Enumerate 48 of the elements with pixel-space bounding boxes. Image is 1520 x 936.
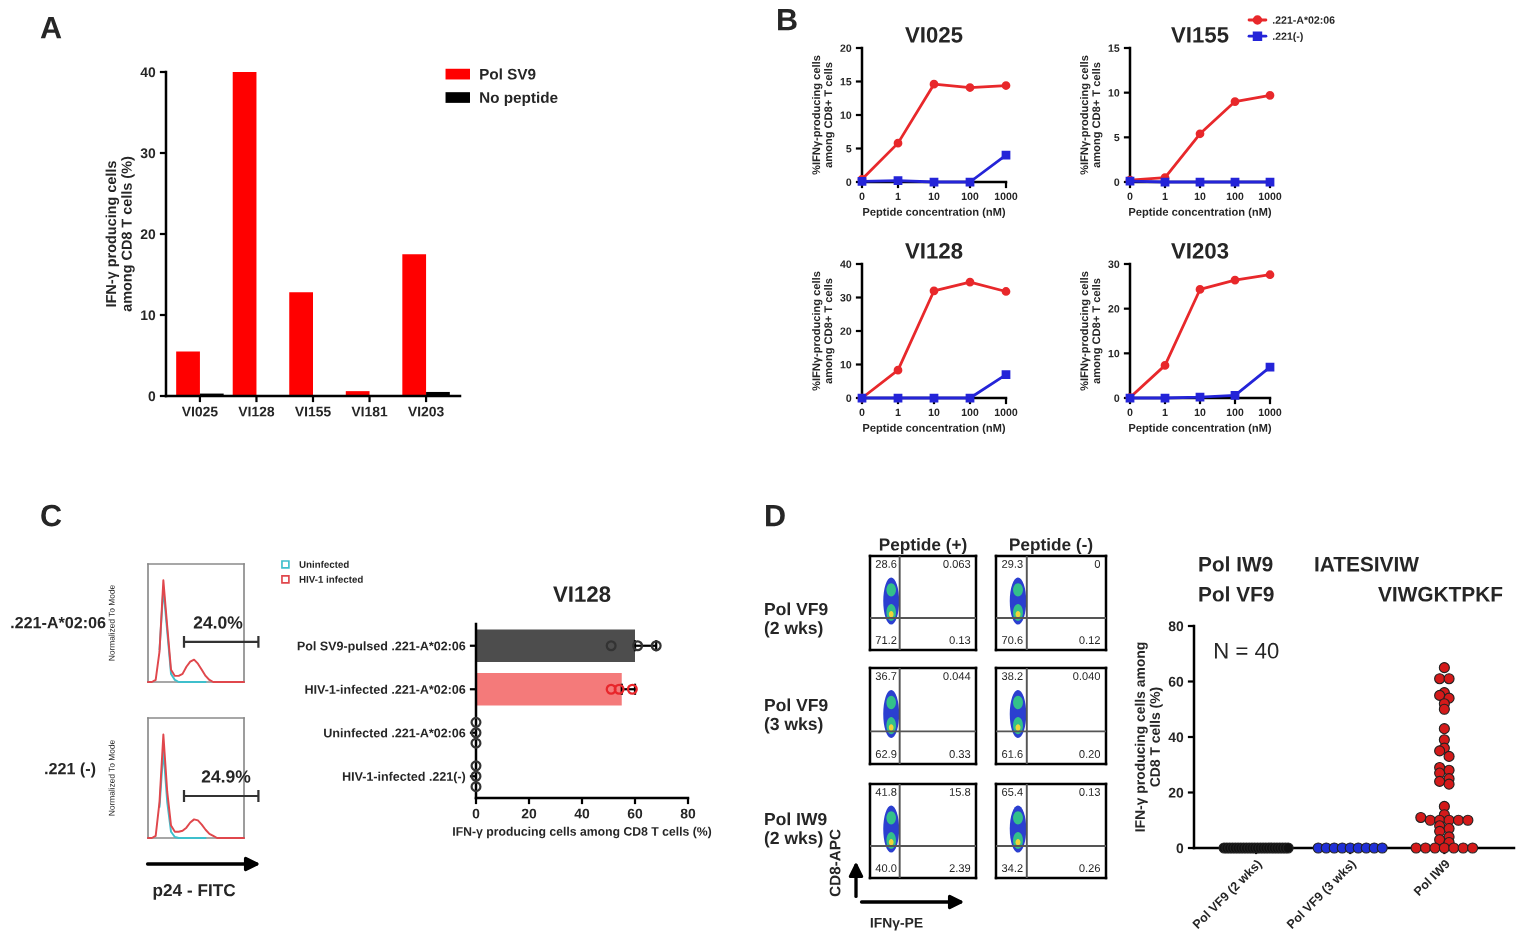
text: .221-A*02:06 (11, 616, 106, 629)
chart-title: VI128 (905, 242, 963, 259)
point (1230, 390, 1240, 400)
point (1001, 287, 1011, 296)
text: Pol VF9 (3 wks) (764, 698, 828, 734)
point (1160, 361, 1170, 370)
point (1265, 362, 1275, 372)
point (893, 365, 903, 375)
bar (402, 254, 427, 396)
bar (232, 72, 257, 396)
text: Pol IW9 (2 wks) (764, 812, 827, 848)
chart-title: VI025 (905, 26, 963, 43)
point (893, 176, 903, 186)
text: B (778, 9, 797, 31)
point (1001, 370, 1011, 379)
annotation: 24.9% (201, 770, 251, 783)
annotation: 24.0% (193, 616, 243, 629)
point (1230, 275, 1240, 285)
point (1195, 129, 1205, 139)
point (929, 79, 939, 89)
point (1001, 81, 1011, 90)
text: Pol VF9 (2 wks) (764, 602, 828, 638)
point (893, 138, 903, 148)
bar (289, 292, 313, 396)
point (965, 277, 975, 287)
text: Pol IW9 (1199, 556, 1273, 572)
x-axis-title: p24 - FITC (153, 884, 236, 900)
text: Peptide (+) (879, 537, 967, 555)
text: .221 (-) (45, 762, 96, 778)
annotation: N = 40 (1215, 642, 1279, 659)
chart-title: VI155 (1171, 27, 1229, 43)
text: IATESIVIW (1315, 556, 1419, 572)
text: A (40, 17, 62, 39)
text: C (41, 504, 62, 527)
point (1230, 97, 1240, 106)
point (1001, 150, 1011, 160)
chart-title: VI203 (1171, 242, 1229, 259)
text: Peptide (-) (1010, 537, 1093, 555)
point (1265, 270, 1275, 280)
point (1195, 285, 1205, 294)
chart-title: VI128 (553, 586, 611, 602)
point (1265, 90, 1275, 100)
point (965, 83, 975, 92)
bar (176, 351, 200, 396)
text: VIWGKTPKF (1378, 586, 1503, 602)
text: D (766, 505, 785, 527)
point (929, 286, 939, 296)
text: Pol VF9 (1199, 586, 1274, 602)
